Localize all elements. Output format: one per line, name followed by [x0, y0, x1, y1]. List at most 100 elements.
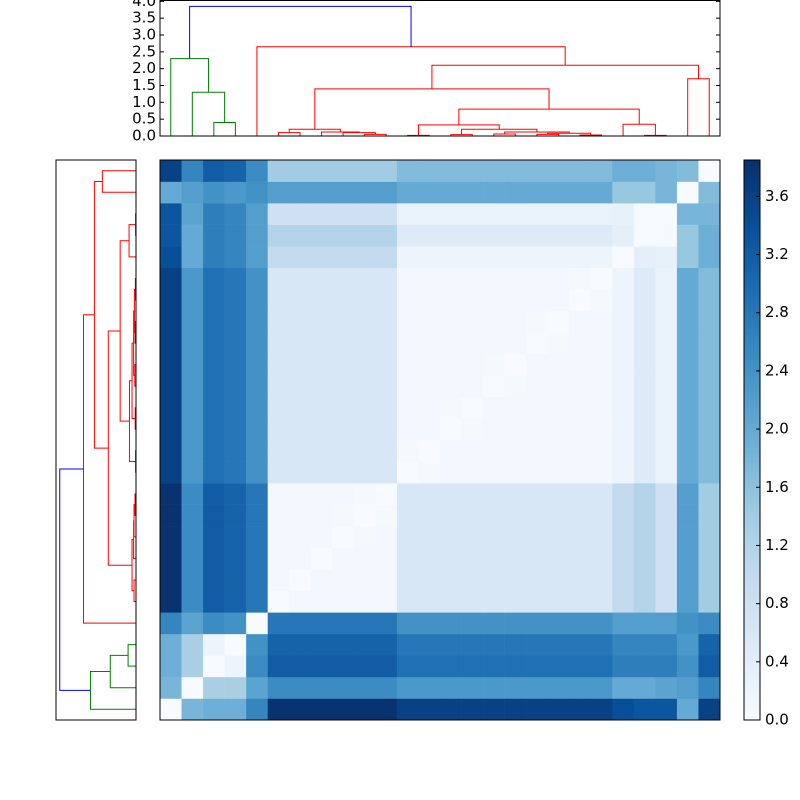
heatmap-cell — [332, 375, 355, 398]
heatmap-cell — [569, 504, 592, 527]
heatmap-cell — [676, 267, 699, 290]
top-dendrogram-link — [458, 108, 640, 125]
heatmap-cell — [633, 612, 656, 635]
heatmap-cell — [396, 267, 419, 290]
heatmap-cell — [418, 332, 441, 355]
heatmap-cell — [267, 160, 290, 182]
heatmap-cell — [332, 418, 355, 441]
heatmap-cell — [332, 547, 355, 570]
heatmap-cell — [655, 547, 678, 570]
heatmap-cell — [547, 353, 570, 376]
heatmap-cell — [676, 612, 699, 635]
heatmap-cell — [504, 526, 527, 548]
heatmap-cell — [224, 418, 247, 441]
heatmap-cell — [160, 612, 182, 635]
heatmap-cell — [332, 633, 355, 656]
heatmap-cell — [332, 289, 355, 312]
heatmap-cell — [698, 332, 721, 355]
heatmap-cell — [267, 181, 290, 204]
heatmap-cell — [332, 310, 355, 333]
heatmap-cell — [267, 483, 290, 505]
heatmap-cell — [224, 160, 247, 182]
heatmap-cell — [375, 418, 398, 441]
heatmap-cell — [267, 418, 290, 441]
heatmap-cell — [633, 633, 656, 656]
heatmap-cell — [440, 418, 462, 441]
heatmap-cell — [483, 590, 505, 613]
heatmap-cell — [289, 181, 312, 204]
heatmap-cell — [181, 590, 204, 613]
heatmap-cell — [676, 547, 699, 570]
heatmap-cell — [203, 203, 225, 225]
heatmap-cell — [440, 547, 462, 570]
heatmap-cell — [676, 396, 699, 419]
heatmap-cell — [418, 160, 441, 182]
heatmap-cell — [590, 224, 613, 247]
heatmap-cell — [181, 396, 204, 419]
heatmap-cell — [698, 483, 721, 505]
heatmap-cell — [224, 310, 247, 333]
heatmap-cell — [461, 633, 484, 656]
heatmap-cell — [418, 396, 441, 419]
heatmap-cell — [483, 612, 505, 635]
heatmap-cell — [332, 526, 355, 548]
heatmap-cell — [569, 676, 592, 699]
left-dendrogram-link — [133, 520, 136, 559]
heatmap-cell — [547, 655, 570, 678]
heatmap-cell — [375, 267, 398, 290]
heatmap-cell — [676, 224, 699, 247]
y-tick-label: 1.0 — [132, 93, 156, 111]
heatmap-cell — [547, 461, 570, 484]
heatmap-cell — [612, 461, 635, 484]
colorbar-tick-label: 2.4 — [765, 361, 789, 379]
heatmap-cell — [267, 504, 290, 527]
heatmap-cell — [289, 569, 312, 592]
heatmap-cell — [310, 483, 333, 505]
heatmap-cell — [375, 612, 398, 635]
heatmap-cell — [483, 504, 505, 527]
heatmap-cell — [224, 526, 247, 548]
y-tick-label: 3.5 — [132, 9, 156, 27]
heatmap-cell — [461, 224, 484, 247]
left-dendrogram-link — [131, 539, 135, 592]
heatmap-cell — [633, 332, 656, 355]
heatmap-cell — [289, 526, 312, 548]
heatmap-cell — [332, 181, 355, 204]
heatmap-cell — [590, 526, 613, 548]
heatmap-cell — [526, 547, 548, 570]
heatmap-cell — [440, 332, 462, 355]
heatmap-cell — [569, 224, 592, 247]
heatmap-cell — [569, 160, 592, 182]
heatmap-cell — [483, 633, 505, 656]
heatmap-cell — [310, 332, 333, 355]
heatmap-cell — [633, 461, 656, 484]
heatmap-cell — [224, 655, 247, 678]
heatmap-cell — [418, 590, 441, 613]
heatmap-cell — [181, 310, 204, 333]
heatmap-cell — [353, 246, 376, 268]
heatmap-cell — [569, 332, 592, 355]
heatmap-cell — [526, 375, 548, 398]
heatmap-cell — [676, 310, 699, 333]
heatmap-cell — [698, 224, 721, 247]
colorbar-tick-label: 2.8 — [765, 303, 789, 321]
heatmap-cell — [310, 461, 333, 484]
heatmap-cell — [590, 547, 613, 570]
heatmap-cell — [655, 267, 678, 290]
heatmap-cell — [246, 332, 268, 355]
heatmap-cell — [289, 246, 312, 268]
heatmap-cell — [246, 547, 268, 570]
heatmap-cell — [547, 418, 570, 441]
heatmap-cell — [440, 267, 462, 290]
heatmap-cell — [461, 655, 484, 678]
heatmap-cell — [289, 612, 312, 635]
heatmap-cell — [504, 504, 527, 527]
heatmap-cell — [440, 612, 462, 635]
heatmap-cell — [289, 160, 312, 182]
heatmap-cell — [569, 396, 592, 419]
heatmap-cell — [633, 547, 656, 570]
heatmap-cell — [655, 375, 678, 398]
heatmap-cell — [224, 547, 247, 570]
heatmap-cell — [203, 504, 225, 527]
heatmap-cell — [246, 504, 268, 527]
